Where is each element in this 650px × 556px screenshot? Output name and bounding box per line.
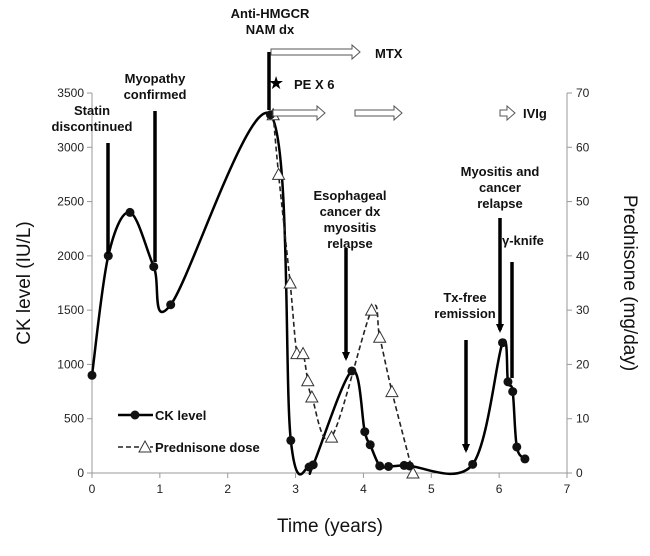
x-tick-label: 0 (89, 482, 96, 496)
marks (87, 107, 530, 479)
annotation-esophageal-cancer-dx: relapse (327, 236, 373, 251)
prednisone-arrow-2 (354, 104, 403, 122)
prednisone-point (385, 384, 399, 398)
ck-point (384, 461, 394, 471)
y2-tick-label: 20 (576, 357, 590, 371)
legend-ck-marker (130, 410, 140, 420)
y-tick-label: 2500 (57, 195, 84, 209)
x-tick-label: 6 (496, 482, 503, 496)
ck-point (360, 427, 370, 437)
annotation-mtx: MTX (375, 46, 403, 61)
annotation-statin-discontinued: discontinued (52, 119, 133, 134)
ck-point (103, 251, 113, 261)
ck-point (520, 454, 530, 464)
y2-tick-label: 70 (576, 86, 590, 100)
annotation-gamma-knife: γ-knife (502, 233, 544, 248)
ck-point (512, 442, 522, 452)
prednisone-point (305, 389, 319, 403)
annotation-anti-hmgcr-dx: NAM dx (246, 22, 295, 37)
mtx-arrow (270, 43, 361, 61)
annotation-pe-x6: PE X 6 (294, 77, 334, 92)
ck-point (286, 435, 296, 445)
annotation-tx-free-remission: remission (434, 306, 495, 321)
x-axis-title: Time (years) (277, 516, 383, 537)
y2-tick-label: 50 (576, 195, 590, 209)
prednisone-point (364, 303, 379, 316)
ck-point (503, 377, 513, 387)
prednisone-point (271, 167, 286, 180)
x-tick-label: 2 (224, 482, 231, 496)
annotation-anti-hmgcr-dx: Anti-HMGCR (231, 6, 310, 21)
y2-tick-label: 10 (576, 412, 590, 426)
y-tick-label: 0 (77, 466, 84, 480)
y2-tick-label: 60 (576, 140, 590, 154)
annotation-myositis-cancer-relapse: Myositis and (461, 164, 540, 179)
ck-point (375, 461, 385, 471)
prednisone-point (300, 373, 315, 387)
prednisone-point (372, 330, 387, 343)
annotation-myopathy-confirmed: Myopathy (125, 71, 186, 86)
ck-point (468, 459, 478, 469)
annotation-myositis-cancer-relapse: relapse (477, 196, 523, 211)
annotation-myositis-cancer-relapse: cancer (479, 180, 521, 195)
y2-tick-label: 30 (576, 303, 590, 317)
legend-ck-label: CK level (155, 408, 206, 423)
prednisone-point (324, 430, 339, 443)
annotation-ivig: IVIg (523, 106, 547, 121)
legend-prednisone-marker (138, 439, 152, 453)
prednisone-point (406, 465, 420, 479)
ivig-arrow (499, 104, 516, 122)
annotation-esophageal-cancer-dx: cancer dx (320, 204, 381, 219)
y-tick-label: 3500 (57, 86, 84, 100)
annotation-esophageal-cancer-dx: Esophageal (314, 188, 387, 203)
y-axis-title: CK level (IU/L) (14, 221, 35, 345)
y-tick-label: 1500 (57, 303, 84, 317)
annotation-myopathy-confirmed: confirmed (124, 87, 187, 102)
y-tick-label: 500 (64, 412, 84, 426)
y-tick-label: 1000 (57, 357, 84, 371)
x-tick-label: 5 (428, 482, 435, 496)
y-tick-label: 2000 (57, 249, 84, 263)
ck-point (498, 338, 508, 348)
axes: 0 1 2 3 4 5 6 705001000150020002500300035000102… (14, 86, 640, 537)
ck-point (405, 461, 415, 471)
legend: CK level Prednisone dose (118, 408, 260, 455)
ck-point (347, 366, 357, 376)
prednisone-point (296, 346, 310, 360)
ck-point (149, 262, 159, 272)
pe-star-icon: ★ (268, 73, 284, 93)
esophageal-cancer-bar-head (342, 352, 350, 361)
prednisone-point (283, 275, 297, 289)
y-tick-label: 3000 (57, 140, 84, 154)
prednisone-arrow-1 (272, 104, 326, 122)
ck-point (508, 387, 518, 397)
y2-axis-title: Prednisone (mg/day) (619, 195, 640, 371)
ck-point (308, 460, 318, 470)
legend-prednisone-label: Prednisone dose (155, 440, 260, 455)
x-tick-label: 4 (360, 482, 367, 496)
prednisone-dose-line (272, 114, 414, 474)
myositis-relapse-bar-head (496, 324, 504, 333)
ck-point (87, 370, 97, 380)
annotation-tx-free-remission: Tx-free (443, 290, 486, 305)
x-tick-label: 1 (157, 482, 164, 496)
tx-free-remission-bar-head (462, 444, 470, 453)
y2-tick-label: 0 (576, 466, 583, 480)
ck-point (125, 207, 135, 217)
x-tick-label: 3 (292, 482, 299, 496)
x-tick-label: 7 (564, 482, 571, 496)
y2-tick-label: 40 (576, 249, 590, 263)
annotation-esophageal-cancer-dx: myositis (324, 220, 377, 235)
ck-point (365, 440, 375, 450)
annotation-statin-discontinued: Statin (74, 103, 110, 118)
ck-point (166, 300, 176, 310)
